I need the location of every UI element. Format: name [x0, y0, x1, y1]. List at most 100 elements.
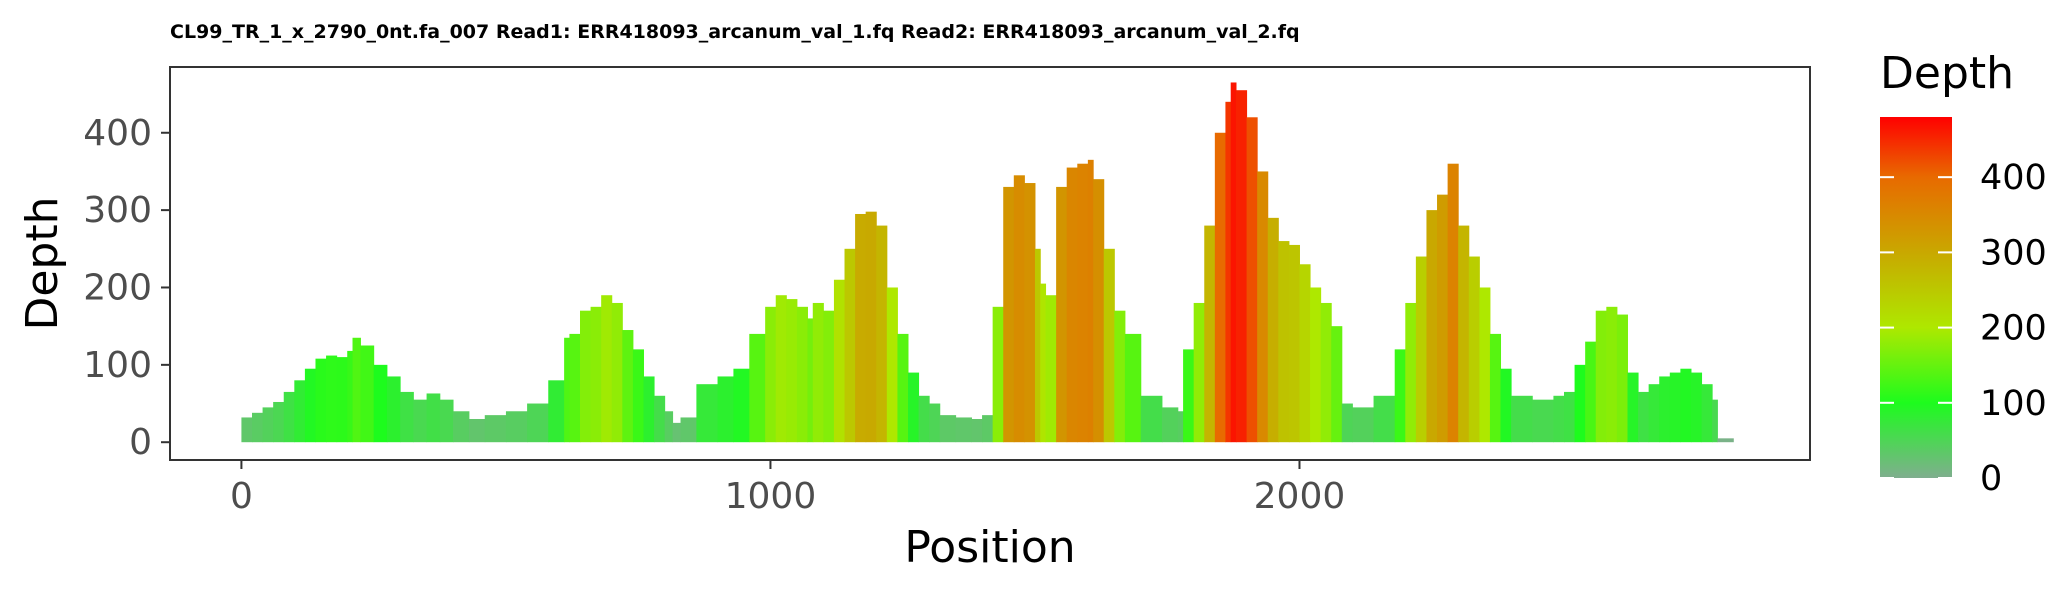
y-tick-label: 300	[83, 190, 152, 231]
coverage-bar	[386, 376, 401, 443]
coverage-bar	[252, 412, 264, 443]
coverage-bar	[413, 399, 428, 443]
coverage-bar	[1511, 395, 1533, 443]
coverage-bar	[1114, 310, 1126, 443]
coverage-bar	[1013, 175, 1025, 443]
coverage-bar	[262, 407, 274, 443]
coverage-bar	[1331, 326, 1343, 443]
legend-tick-label: 0	[1980, 459, 2002, 499]
coverage-bar	[1352, 407, 1375, 443]
coverage-bar	[1585, 341, 1597, 443]
coverage-bar	[1066, 167, 1078, 443]
coverage-bar	[844, 248, 856, 443]
coverage-bar	[1669, 372, 1681, 443]
coverage-bar	[569, 333, 581, 443]
coverage-bar	[1638, 391, 1650, 443]
coverage-bar	[982, 415, 994, 443]
coverage-bar	[304, 368, 316, 443]
coverage-bar	[1267, 217, 1279, 443]
coverage-bar	[971, 418, 983, 443]
coverage-bar	[439, 399, 454, 443]
plot-panel-border	[169, 66, 1811, 461]
coverage-bar	[484, 415, 507, 443]
coverage-bar	[1183, 349, 1195, 443]
coverage-bar	[580, 310, 592, 443]
coverage-bar	[1024, 183, 1036, 443]
coverage-bar	[1204, 225, 1216, 443]
coverage-bar	[352, 337, 361, 443]
coverage-bar	[1193, 302, 1205, 443]
coverage-bar	[426, 393, 441, 443]
legend-colorbar	[1880, 117, 1952, 478]
coverage-bar	[1606, 306, 1618, 443]
coverage-bar	[775, 295, 787, 443]
coverage-bar	[590, 306, 602, 443]
y-axis: 0 100 200 300 400	[83, 113, 170, 463]
coverage-bar	[1278, 241, 1290, 443]
coverage-bar	[1415, 256, 1427, 443]
coverage-area	[241, 82, 1734, 443]
coverage-bar	[611, 302, 623, 443]
coverage-bar	[1532, 399, 1554, 443]
coverage-bar	[955, 417, 972, 443]
coverage-bar	[283, 391, 295, 443]
coverage-bar	[733, 368, 750, 443]
coverage-bar	[1500, 368, 1512, 443]
coverage-bar	[886, 287, 898, 443]
coverage-bar	[643, 376, 655, 443]
coverage-bar	[1373, 395, 1396, 443]
coverage-bar	[1140, 395, 1163, 443]
color-legend: Depth 0 100 200 300 400	[1880, 48, 2047, 499]
coverage-bar	[601, 295, 613, 443]
legend-tick-label: 200	[1980, 309, 2047, 349]
x-tick-label: 1000	[725, 476, 817, 517]
coverage-bar	[453, 411, 470, 443]
coverage-bar	[1040, 283, 1047, 443]
coverage-bar	[1161, 407, 1179, 443]
plot-area	[169, 66, 1811, 461]
coverage-bar	[823, 310, 835, 443]
coverage-bar	[373, 364, 388, 443]
coverage-bar	[876, 225, 888, 443]
coverage-bar	[564, 337, 570, 443]
x-tick-label: 0	[230, 476, 253, 517]
coverage-bar	[1680, 368, 1692, 443]
coverage-bar	[1712, 399, 1718, 443]
coverage-bar	[1701, 384, 1713, 443]
coverage-bar	[1225, 101, 1232, 443]
coverage-bar	[1230, 82, 1237, 443]
coverage-bar	[786, 299, 798, 443]
coverage-bar	[1595, 310, 1607, 443]
x-axis-title: Position	[904, 522, 1075, 573]
coverage-bar	[1648, 384, 1660, 443]
y-axis-title: Depth	[17, 196, 68, 330]
coverage-bar	[1489, 333, 1502, 443]
coverage-bar	[400, 391, 414, 443]
coverage-bar	[1690, 372, 1703, 443]
coverage-bar	[1627, 372, 1639, 443]
legend-title: Depth	[1880, 48, 2014, 99]
coverage-bar	[1341, 403, 1353, 443]
coverage-bar	[1659, 376, 1671, 443]
coverage-bar	[1717, 438, 1734, 443]
y-tick-label: 400	[83, 113, 152, 154]
coverage-bar	[1214, 132, 1226, 443]
coverage-bar	[1003, 186, 1015, 443]
coverage-bar	[765, 306, 777, 443]
coverage-bar	[468, 418, 486, 443]
y-tick-label: 100	[83, 345, 152, 386]
coverage-bar	[294, 380, 306, 443]
x-axis: 0 1000 2000	[230, 460, 1345, 517]
legend-tick-label: 100	[1980, 384, 2047, 424]
coverage-bar	[1437, 194, 1449, 443]
coverage-bar	[505, 411, 528, 443]
coverage-bar	[1034, 248, 1041, 443]
legend-tick-label: 400	[1980, 158, 2047, 198]
coverage-bar	[1124, 333, 1142, 443]
x-tick-label: 2000	[1254, 476, 1346, 517]
coverage-bar	[654, 395, 666, 443]
coverage-bar	[326, 355, 338, 443]
coverage-bar	[1405, 302, 1417, 443]
coverage-bar	[1045, 295, 1057, 443]
